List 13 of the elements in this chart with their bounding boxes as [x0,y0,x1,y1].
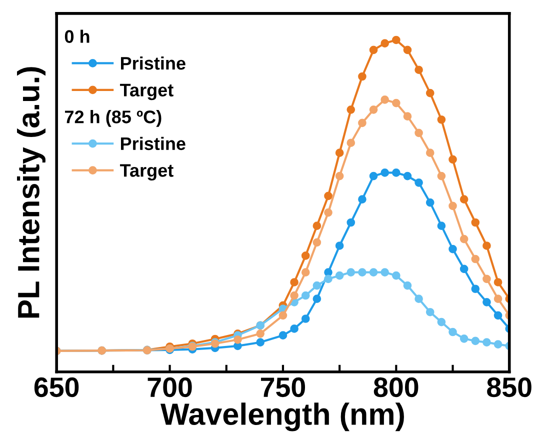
x-tick-label: 750 [261,377,306,398]
legend-label: Pristine [120,56,186,70]
x-tick-label: 650 [34,377,79,398]
legend-label: Target [120,164,174,180]
y-axis-title: PL Intensity (a.u.) [17,67,46,318]
legend-label: Pristine [120,136,186,150]
annotation: 72 h (85 ºC) [65,110,162,127]
x-tick-label: 800 [374,377,418,398]
x-tick-label: 850 [487,377,532,398]
legend-label: Target [120,84,174,100]
annotation: 0 h [64,30,90,43]
x-tick-label: 700 [148,377,192,398]
x-axis-title: Wavelength (nm) [160,402,404,432]
